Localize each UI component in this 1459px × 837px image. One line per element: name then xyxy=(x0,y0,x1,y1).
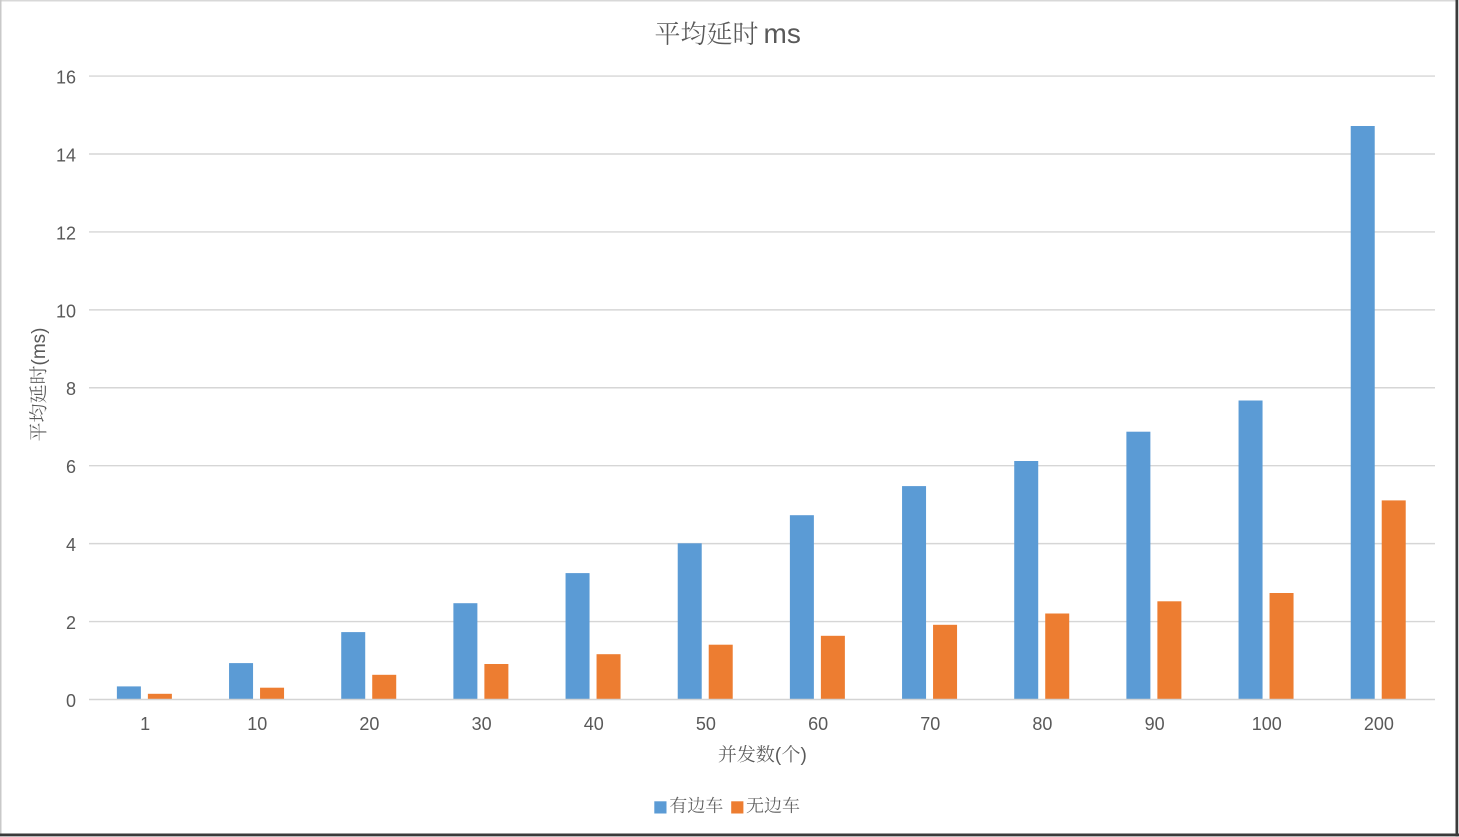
svg-text:90: 90 xyxy=(1145,714,1165,734)
svg-text:100: 100 xyxy=(1252,714,1282,734)
svg-text:8: 8 xyxy=(66,379,76,399)
svg-text:0: 0 xyxy=(66,691,76,711)
svg-text:10: 10 xyxy=(56,301,76,321)
svg-text:80: 80 xyxy=(1032,714,1052,734)
svg-text:4: 4 xyxy=(66,535,76,555)
svg-text:70: 70 xyxy=(920,714,940,734)
svg-text:1: 1 xyxy=(140,714,150,734)
svg-text:10: 10 xyxy=(247,714,267,734)
svg-text:50: 50 xyxy=(696,714,716,734)
svg-text:): ) xyxy=(801,745,807,766)
svg-text:20: 20 xyxy=(359,714,379,734)
svg-text:(: ( xyxy=(775,745,782,766)
svg-text:14: 14 xyxy=(56,145,76,165)
svg-text:6: 6 xyxy=(66,457,76,477)
svg-text:ms: ms xyxy=(764,18,801,49)
svg-text:(ms): (ms) xyxy=(29,328,50,366)
svg-text:2: 2 xyxy=(66,613,76,633)
svg-text:200: 200 xyxy=(1364,714,1394,734)
svg-text:30: 30 xyxy=(472,714,492,734)
svg-text:12: 12 xyxy=(56,223,76,243)
svg-text:16: 16 xyxy=(56,67,76,87)
svg-text:60: 60 xyxy=(808,714,828,734)
svg-text:40: 40 xyxy=(584,714,604,734)
